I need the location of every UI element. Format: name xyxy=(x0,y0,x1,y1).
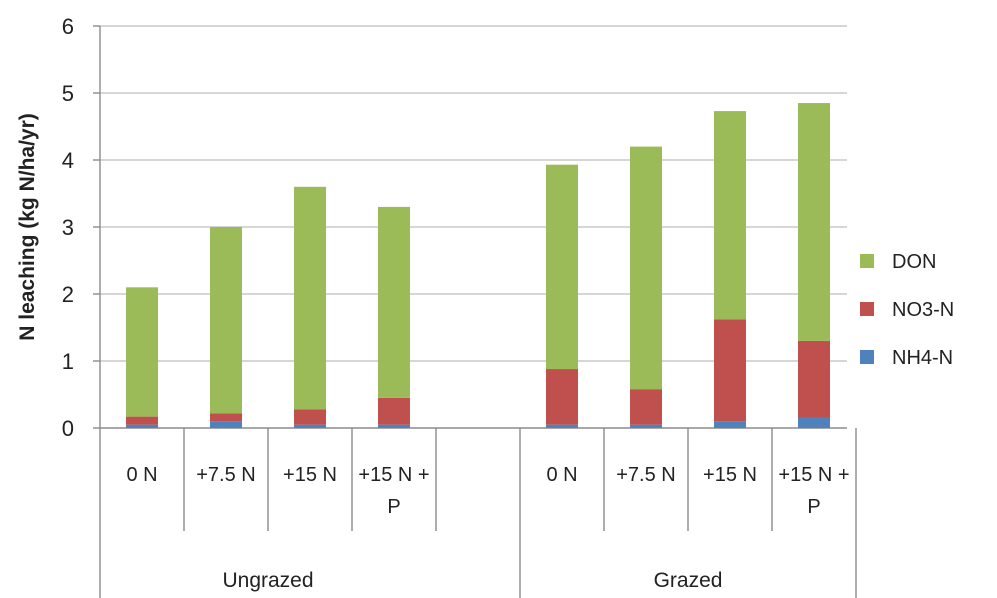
bar-segment-don xyxy=(714,111,746,320)
y-axis-title: N leaching (kg N/ha/yr) xyxy=(16,113,39,341)
y-tick-label: 6 xyxy=(62,14,74,39)
bar-segment-no3-n xyxy=(126,416,158,425)
legend-label: NO3-N xyxy=(892,299,954,321)
group-label: Ungrazed xyxy=(222,569,313,592)
bar-segment-no3-n xyxy=(630,389,662,425)
bar-segment-nh4-n xyxy=(714,421,746,428)
bar-segment-don xyxy=(378,206,410,398)
bar-segment-don xyxy=(210,227,242,414)
bar-segment-don xyxy=(798,103,830,341)
bar-segment-nh4-n xyxy=(210,421,242,428)
category-label: +15 N xyxy=(703,464,757,486)
y-tick-label: 1 xyxy=(62,349,74,374)
category-label-line2: P xyxy=(387,496,400,518)
y-tick-label: 0 xyxy=(62,416,74,441)
bar-segment-nh4-n xyxy=(378,424,410,428)
bar-segment-nh4-n xyxy=(294,424,326,428)
bar-segment-no3-n xyxy=(798,340,830,418)
category-label: +7.5 N xyxy=(196,464,255,486)
bars xyxy=(126,103,830,428)
bar-segment-no3-n xyxy=(714,319,746,422)
bar-segment-don xyxy=(294,186,326,410)
category-label: +15 N + xyxy=(778,464,849,486)
bar-segment-don xyxy=(630,146,662,390)
legend-label: NH4-N xyxy=(892,347,953,369)
bar-segment-don xyxy=(126,287,158,417)
category-label: +15 N xyxy=(283,464,337,486)
category-label: 0 N xyxy=(126,464,157,486)
group-label: Grazed xyxy=(654,569,723,592)
bar-segment-nh4-n xyxy=(798,417,830,428)
legend-swatch-no3-n xyxy=(860,302,874,316)
bar-segment-nh4-n xyxy=(630,424,662,428)
category-label: 0 N xyxy=(546,464,577,486)
bar-segment-don xyxy=(546,164,578,370)
y-tick-label: 4 xyxy=(62,148,74,173)
axes: 0 1 2 3 4 5 6 N leaching (kg N/ha/yr) 0 N +7.5 N +… xyxy=(16,14,857,598)
bar-segment-nh4-n xyxy=(126,424,158,428)
legend-swatch-nh4-n xyxy=(860,350,874,364)
bar-segment-no3-n xyxy=(210,413,242,422)
category-label: +7.5 N xyxy=(616,464,675,486)
bar-segment-no3-n xyxy=(294,409,326,425)
y-tick-label: 3 xyxy=(62,215,74,240)
y-tick-label: 2 xyxy=(62,282,74,307)
bar-segment-no3-n xyxy=(546,369,578,425)
bar-segment-nh4-n xyxy=(546,424,578,428)
legend-swatch-don xyxy=(860,254,874,268)
legend: DON NO3-N NH4-N xyxy=(860,251,954,369)
category-label-line2: P xyxy=(807,496,820,518)
legend-label: DON xyxy=(892,251,936,273)
category-label: +15 N + xyxy=(358,464,429,486)
bar-segment-no3-n xyxy=(378,397,410,425)
y-tick-label: 5 xyxy=(62,81,74,106)
